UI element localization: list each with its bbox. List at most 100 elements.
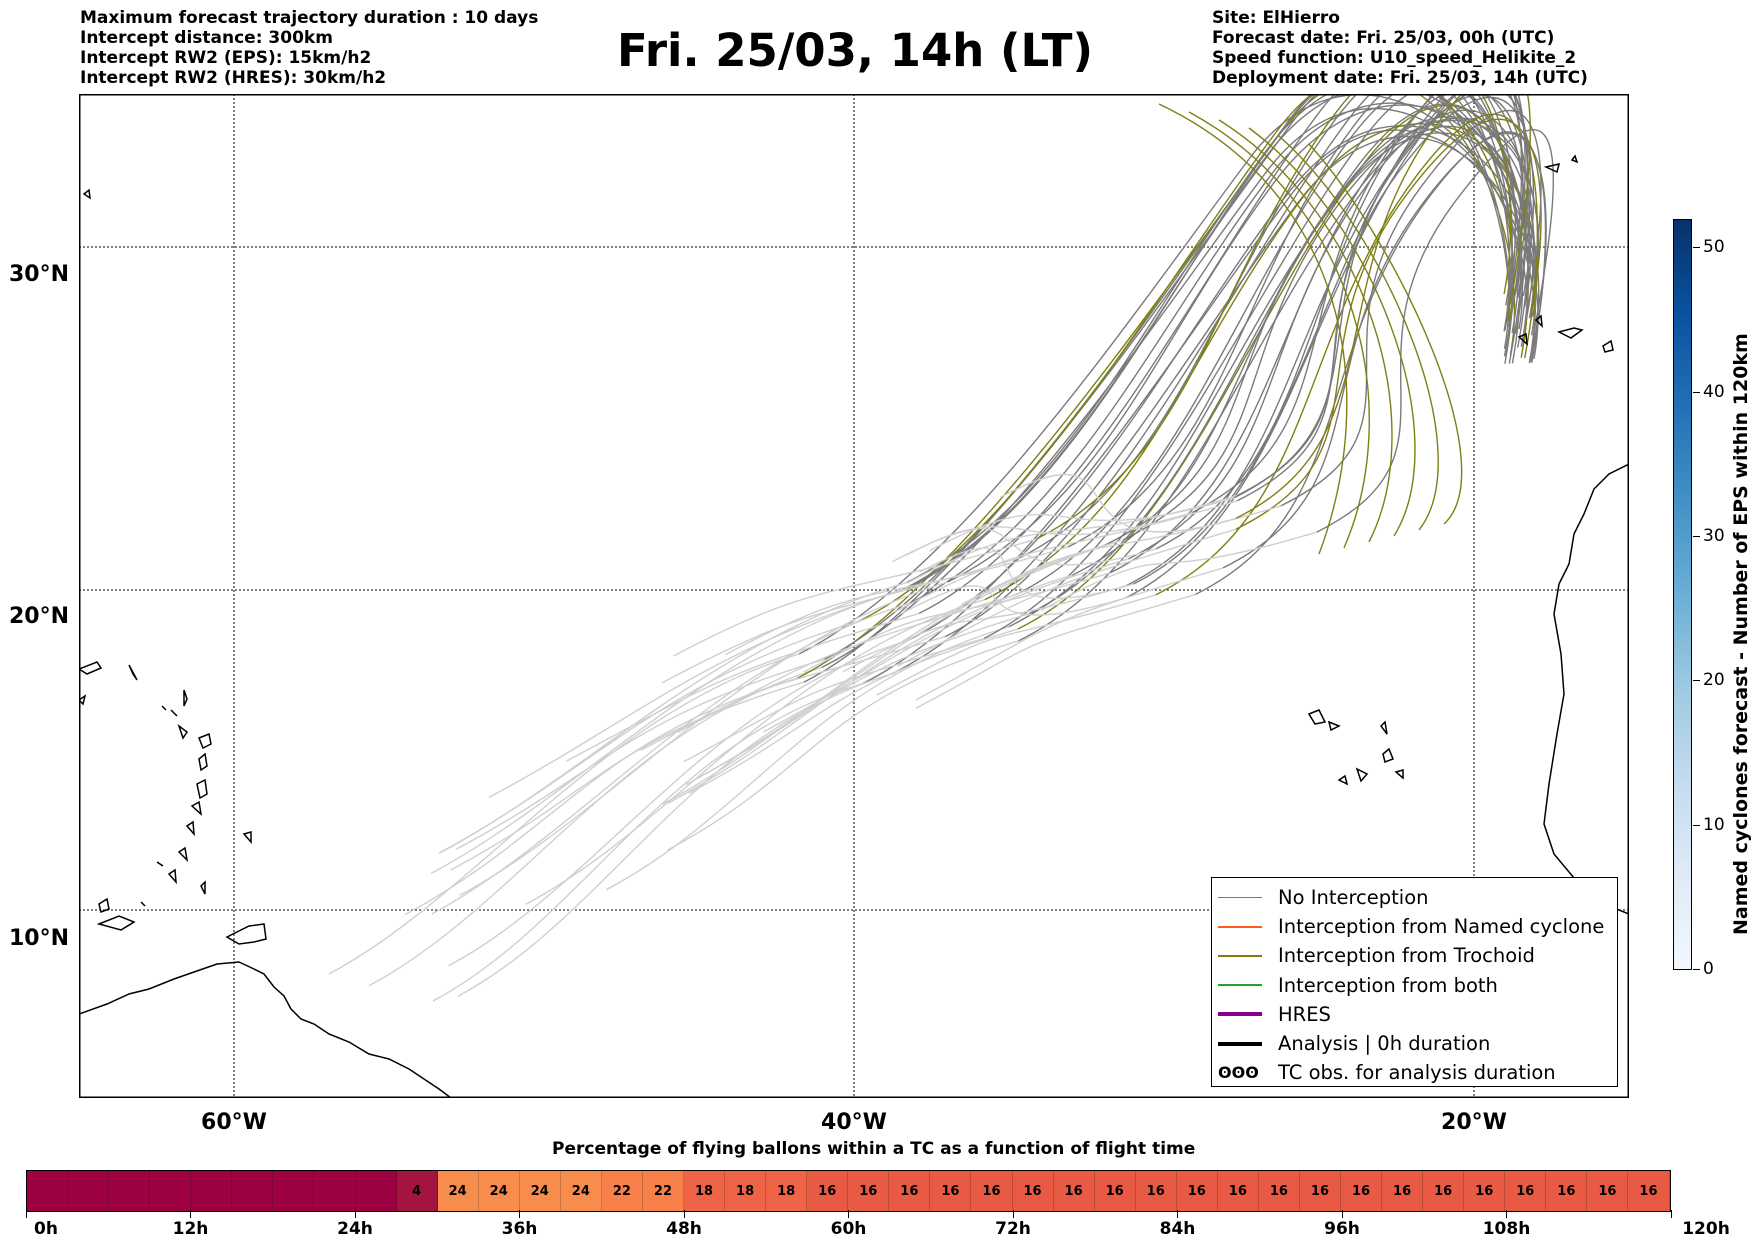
legend-item-hres: HRES — [1218, 1000, 1617, 1029]
time-bar-tick — [354, 1210, 356, 1218]
trajectory-trochoid — [1188, 111, 1370, 549]
time-bar-tick — [1506, 1210, 1507, 1218]
time-bar-segment: 18 — [684, 1171, 726, 1211]
trajectory-dark — [1236, 96, 1535, 502]
trajectory-dark — [947, 104, 1532, 583]
trinidad — [225, 923, 267, 945]
time-bar-segment: 24 — [560, 1171, 602, 1211]
time-bar-tick-label: 120h — [1682, 1219, 1730, 1239]
legend-label: HRES — [1278, 1002, 1331, 1026]
legend-swatch — [1218, 896, 1262, 899]
trajectory-light — [450, 681, 805, 871]
time-bar-segment: 18 — [766, 1171, 808, 1211]
trajectory-light — [688, 628, 1019, 794]
trajectory-trochoid — [1218, 119, 1393, 543]
lon-label-40w: 40°W — [821, 1110, 887, 1135]
info-line: Maximum forecast trajectory duration : 1… — [80, 8, 539, 28]
time-bar-segment: 16 — [848, 1171, 890, 1211]
info-line: Intercept RW2 (HRES): 30km/h2 — [80, 68, 387, 88]
legend-item-named-cyclone: Interception from Named cyclone — [1218, 912, 1617, 941]
colorbar-title: Named cyclones forecast - Number of EPS … — [1730, 333, 1752, 935]
trajectory-light — [605, 626, 1010, 891]
trajectory-light — [1000, 473, 1237, 533]
trajectory-light — [673, 538, 1037, 657]
map-canvas[interactable] — [79, 94, 1629, 1098]
time-bar-segment — [355, 1171, 397, 1211]
legend-item-trochoid: Interception from Trochoid — [1218, 941, 1617, 970]
time-bar-segment: 24 — [519, 1171, 561, 1211]
trajectory-trochoid — [1158, 103, 1348, 555]
colorbar-tick — [1693, 969, 1700, 970]
time-bar-segment: 16 — [1135, 1171, 1177, 1211]
trajectory-dark — [1008, 132, 1540, 628]
time-bar-segment: 16 — [1423, 1171, 1465, 1211]
legend-label: Interception from Trochoid — [1278, 944, 1535, 968]
time-bar-tick-label: 108h — [1482, 1219, 1531, 1239]
time-bar-segment: 18 — [725, 1171, 767, 1211]
trajectory-dark — [1192, 94, 1524, 514]
info-line: Intercept distance: 300km — [80, 28, 333, 48]
time-bar-tick-label: 96h — [1324, 1219, 1360, 1239]
trajectory-dark — [1316, 129, 1554, 533]
time-bar-segment — [150, 1171, 192, 1211]
trajectory-light — [404, 677, 798, 916]
trajectory-light — [915, 567, 1224, 701]
trajectory-dark — [1071, 116, 1536, 576]
time-bar-tick-label: 36h — [501, 1219, 538, 1239]
colorbar-tick-label: 20 — [1703, 670, 1725, 690]
trajectory-dark — [1280, 109, 1542, 507]
trajectory-dark — [1235, 94, 1531, 519]
site-info: Site: ElHierro Forecast date: Fri. 25/03… — [1212, 8, 1588, 88]
time-bar-segment: 16 — [807, 1171, 849, 1211]
time-bar-segment: 16 — [1628, 1171, 1670, 1211]
tc-symbol-icon: ʘʘʘ — [1218, 1063, 1259, 1083]
legend-label: Interception from both — [1278, 973, 1498, 997]
map-frame — [79, 94, 1629, 1098]
time-bar-segment: 22 — [601, 1171, 643, 1211]
legend-item-analysis: Analysis | 0h duration — [1218, 1029, 1617, 1058]
trajectory-light — [368, 666, 822, 987]
africa-coast — [1543, 463, 1629, 915]
trajectory-light — [842, 585, 1127, 673]
time-bar-tick-label: 0h — [34, 1219, 58, 1239]
time-bar-segment: 16 — [1299, 1171, 1341, 1211]
trajectory-light — [725, 546, 1069, 656]
time-bar-segment: 16 — [1505, 1171, 1547, 1211]
time-bar-tick-label: 72h — [995, 1219, 1031, 1239]
south-america-coast — [79, 961, 452, 1098]
legend-label: TC obs. for analysis duration — [1278, 1061, 1556, 1085]
trajectory-light — [459, 581, 948, 896]
trajectory-light — [667, 640, 1019, 851]
legend-swatch — [1218, 926, 1262, 928]
time-bar-segment — [232, 1171, 274, 1211]
time-bar-segment: 16 — [971, 1171, 1013, 1211]
legend-label: Interception from Named cyclone — [1278, 915, 1605, 939]
trajectory-light — [929, 497, 1235, 552]
trajectory-dark — [1155, 94, 1523, 550]
trajectory-light — [919, 547, 1134, 599]
time-bar-tick — [519, 1210, 520, 1218]
colorbar — [1673, 219, 1692, 970]
time-bar-segment: 16 — [1053, 1171, 1095, 1211]
time-bar-segment: 16 — [1341, 1171, 1383, 1211]
trajectory-light — [894, 500, 1238, 613]
trajectory-light — [430, 588, 903, 874]
trajectory-dark — [1036, 94, 1512, 540]
time-bar-tick — [1670, 1210, 1672, 1218]
trajectory-map[interactable]: 30°N 20°N 10°N 60°W 40°W 20°W — [9, 94, 1629, 1135]
time-bar-segment — [273, 1171, 315, 1211]
trajectory-light — [488, 587, 908, 798]
trajectory-light — [525, 598, 986, 905]
trajectory-light — [892, 511, 1193, 563]
trajectory-light — [328, 653, 800, 975]
trajectory-dark — [1222, 132, 1547, 569]
legend-label: Analysis | 0h duration — [1278, 1032, 1491, 1056]
page-title: Fri. 25/03, 14h (LT) — [616, 24, 1094, 77]
trajectory-light — [431, 602, 911, 915]
colorbar-tick-label: 10 — [1703, 815, 1725, 835]
legend-swatch — [1218, 1012, 1262, 1017]
time-bar-segment: 16 — [1464, 1171, 1506, 1211]
colorbar-tick-label: 40 — [1703, 382, 1725, 402]
time-bar-segment: 16 — [1094, 1171, 1136, 1211]
madeira — [1543, 154, 1579, 174]
